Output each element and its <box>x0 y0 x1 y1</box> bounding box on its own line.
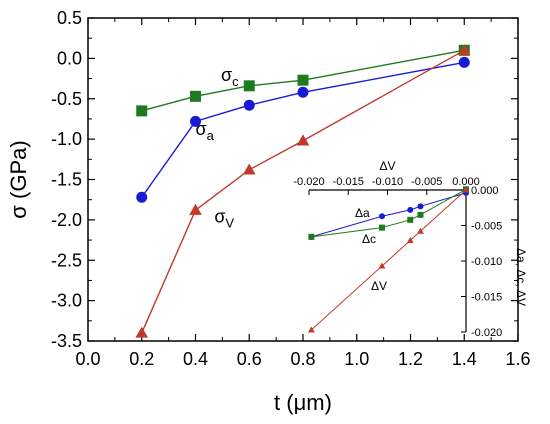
x-tick-label: 1.2 <box>398 349 423 369</box>
data-point-a <box>297 86 309 98</box>
y-tick-label: -2.5 <box>51 250 82 270</box>
data-point-V <box>135 326 149 338</box>
series-label-base: σ <box>196 119 207 139</box>
inset-data-point-1 <box>379 224 386 231</box>
inset-data-point-1 <box>407 216 414 223</box>
inset-data-point-2 <box>406 236 414 243</box>
series-label-c: σc <box>221 65 239 89</box>
inset-x-tick-label: -0.015 <box>333 176 364 188</box>
series-label-V: σV <box>214 206 234 230</box>
x-tick-label: 0.2 <box>129 349 154 369</box>
inset-x-tick-label: -0.005 <box>411 176 442 188</box>
series-label-a: σa <box>196 119 215 143</box>
inset-y-tick-label: -0.010 <box>471 256 502 268</box>
data-point-a <box>458 56 470 68</box>
inset-y-tick-label: -0.005 <box>471 221 502 233</box>
inset-data-point-2 <box>462 186 470 193</box>
data-point-V <box>242 163 256 175</box>
x-tick-label: 0.0 <box>75 349 100 369</box>
x-axis-title: t (μm) <box>274 390 332 415</box>
series-label-sub: c <box>232 74 239 89</box>
main-plot-area: 0.50.0-0.5-1.0-1.5-2.0-2.5-3.0-3.50.0 0.2… <box>6 8 531 415</box>
inset-data-point-0 <box>379 213 386 220</box>
inset-y-tick-label: -0.015 <box>471 292 502 304</box>
data-point-V <box>457 43 471 56</box>
data-point-a <box>136 191 148 203</box>
inset-series-line-2 <box>311 189 467 331</box>
inset-y-axis-title: Δa, Δc, ΔV <box>514 248 528 306</box>
series-label-base: σ <box>214 206 225 226</box>
y-tick-label: 0.0 <box>57 48 82 68</box>
data-point-c <box>297 74 309 86</box>
y-tick-label: -1.5 <box>51 170 82 190</box>
inset-data-point-2 <box>378 262 386 269</box>
inset-series-label-1: Δc <box>362 232 376 246</box>
x-tick-label: 0.6 <box>237 349 262 369</box>
inset-data-point-0 <box>417 203 424 210</box>
data-point-c <box>190 90 201 102</box>
inset-series-line-0 <box>311 192 467 238</box>
inset-series-label-0: Δa <box>355 206 370 220</box>
inset-data-point-2 <box>417 227 424 234</box>
inset-data-point-1 <box>417 211 424 218</box>
x-tick-label: 0.4 <box>183 349 208 369</box>
data-point-V <box>189 203 202 215</box>
y-tick-label: -3.5 <box>51 331 82 351</box>
inset-x-axis-title: ΔV <box>379 159 395 173</box>
y-tick-label: -3.0 <box>51 291 82 311</box>
series-label-sub: a <box>207 128 215 143</box>
inset-series-label-2: ΔV <box>371 279 387 293</box>
series-label-base: σ <box>221 65 232 85</box>
inset-x-tick-label: -0.010 <box>372 176 403 188</box>
inset-x-tick-label: -0.020 <box>293 176 324 188</box>
y-tick-label: -0.5 <box>51 89 82 109</box>
y-axis-title: σ (GPa) <box>6 140 31 218</box>
y-tick-label: 0.5 <box>57 8 82 28</box>
data-point-a <box>190 115 201 127</box>
data-point-a <box>243 99 255 111</box>
y-tick-label: -1.0 <box>51 129 82 149</box>
inset-data-point-0 <box>407 206 414 213</box>
series-label-sub: V <box>225 215 234 230</box>
data-point-c <box>136 105 148 117</box>
data-point-c <box>243 80 255 92</box>
inset-y-tick-label: -0.020 <box>471 327 502 339</box>
inset-data-point-2 <box>307 326 315 333</box>
inset-data-point-1 <box>308 233 315 240</box>
x-tick-label: 1.0 <box>344 349 369 369</box>
x-tick-label: 1.6 <box>505 349 530 369</box>
x-tick-label: 0.8 <box>290 349 315 369</box>
y-tick-label: -2.0 <box>51 210 82 230</box>
inset-y-tick-label: 0.000 <box>471 185 499 197</box>
inset-x-tick-label: 0.000 <box>452 176 480 188</box>
x-tick-label: 1.4 <box>452 349 477 369</box>
data-point-V <box>296 134 310 146</box>
